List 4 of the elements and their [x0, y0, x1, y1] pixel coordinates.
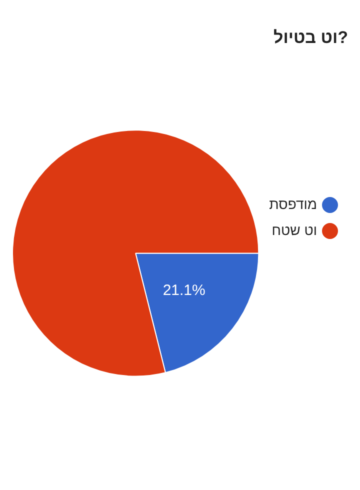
legend-label: וט שטח: [272, 222, 317, 238]
chart-title: וט בטיול?: [274, 28, 348, 47]
legend-label: מודפסת: [269, 196, 317, 212]
data-label: 21.1%: [162, 282, 206, 300]
